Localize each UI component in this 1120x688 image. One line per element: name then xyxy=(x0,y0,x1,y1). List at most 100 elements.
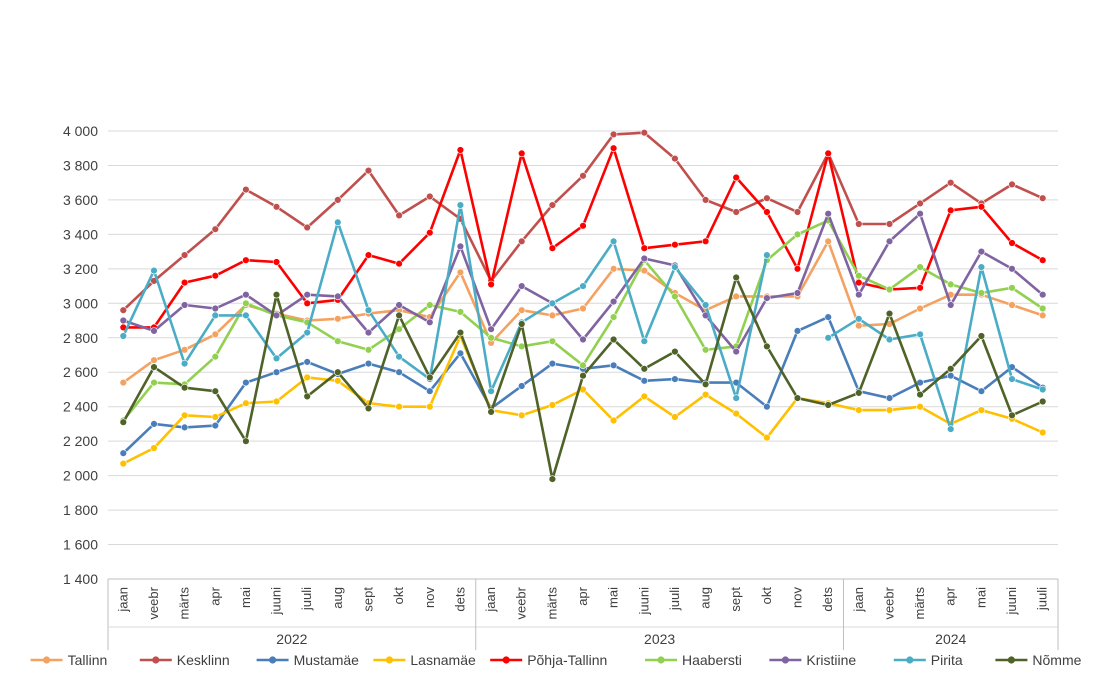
data-point xyxy=(579,372,587,380)
x-tick-label: juuli xyxy=(1035,587,1050,611)
data-point xyxy=(242,299,250,307)
data-point xyxy=(793,394,802,402)
data-point xyxy=(364,306,373,314)
data-point xyxy=(334,377,342,385)
data-point xyxy=(334,315,342,323)
year-label: 2023 xyxy=(644,631,675,647)
data-point xyxy=(548,201,557,209)
data-point xyxy=(211,225,220,233)
data-point xyxy=(119,316,128,325)
data-point xyxy=(211,353,220,361)
data-point xyxy=(548,475,557,483)
data-point xyxy=(334,368,342,376)
x-tick-label: juuli xyxy=(299,587,314,611)
y-tick-label: 4 000 xyxy=(63,123,98,139)
data-point xyxy=(426,192,434,201)
data-point xyxy=(180,278,189,287)
data-point xyxy=(456,268,465,276)
x-tick-label: märts xyxy=(544,587,559,620)
x-axis: jaan veebr märts apr mai juuni juuli aug sept okt… xyxy=(107,579,1059,650)
data-point xyxy=(732,273,740,282)
data-point xyxy=(364,166,373,175)
y-tick-label: 1 400 xyxy=(63,571,98,587)
data-point xyxy=(119,418,128,426)
data-point xyxy=(272,354,281,363)
x-tick-label: apr xyxy=(943,586,958,605)
data-point xyxy=(517,306,526,314)
data-point xyxy=(609,237,618,246)
x-tick-label: mai xyxy=(973,587,988,608)
legend-marker xyxy=(906,656,914,664)
year-label: 2024 xyxy=(935,631,966,647)
data-point xyxy=(242,311,250,320)
x-tick-label: veebr xyxy=(146,586,161,619)
data-point xyxy=(763,251,771,259)
data-point xyxy=(395,301,403,309)
data-point xyxy=(272,368,281,376)
data-point xyxy=(456,349,465,357)
data-point xyxy=(701,237,710,246)
data-point xyxy=(824,334,832,342)
data-point xyxy=(334,196,342,204)
data-point xyxy=(272,311,281,320)
x-tick-label: juuni xyxy=(269,587,284,616)
data-point xyxy=(579,282,587,290)
data-point xyxy=(1038,428,1047,437)
data-point xyxy=(885,406,894,414)
data-point xyxy=(824,210,832,218)
data-point xyxy=(885,285,894,294)
data-point xyxy=(579,172,587,180)
data-point xyxy=(609,335,618,344)
data-point xyxy=(548,244,557,252)
data-point xyxy=(640,392,648,401)
legend-marker xyxy=(269,656,277,664)
legend-item: Pirita xyxy=(893,652,963,668)
data-point xyxy=(150,356,158,364)
data-point xyxy=(180,384,189,392)
data-point xyxy=(211,311,220,320)
year-label: 2022 xyxy=(276,631,307,647)
legend-marker xyxy=(43,656,51,664)
data-point xyxy=(793,208,802,216)
y-tick-label: 2 800 xyxy=(63,330,98,346)
data-point xyxy=(517,237,526,246)
data-point xyxy=(977,387,986,395)
data-point xyxy=(701,346,710,354)
data-point xyxy=(671,154,679,163)
data-point xyxy=(946,372,955,380)
data-point xyxy=(487,408,495,416)
data-point xyxy=(242,399,250,407)
data-point xyxy=(640,129,648,137)
data-point xyxy=(364,328,373,337)
x-tick-label: mai xyxy=(606,587,621,608)
data-point xyxy=(824,149,832,158)
x-tick-label: dets xyxy=(820,587,835,612)
data-point xyxy=(548,311,557,320)
data-point xyxy=(671,292,679,301)
data-point xyxy=(364,404,373,413)
data-point xyxy=(732,347,740,356)
data-point xyxy=(426,373,434,382)
data-point xyxy=(732,409,740,418)
y-tick-label: 1 800 xyxy=(63,502,98,518)
data-point xyxy=(548,299,557,307)
data-point xyxy=(763,208,771,216)
data-point xyxy=(609,144,618,152)
data-point xyxy=(946,280,955,289)
data-point xyxy=(242,256,250,264)
data-point xyxy=(701,301,710,309)
data-point xyxy=(395,260,403,268)
data-point xyxy=(977,406,986,414)
data-point xyxy=(609,313,618,321)
x-tick-label: okt xyxy=(391,587,406,605)
data-point xyxy=(395,403,403,411)
data-point xyxy=(334,337,342,345)
data-point xyxy=(119,306,128,314)
data-point xyxy=(793,230,802,239)
data-point xyxy=(548,401,557,409)
data-point xyxy=(916,304,924,313)
data-point xyxy=(855,291,863,299)
legend-label: Haabersti xyxy=(682,652,742,668)
data-point xyxy=(517,411,526,419)
